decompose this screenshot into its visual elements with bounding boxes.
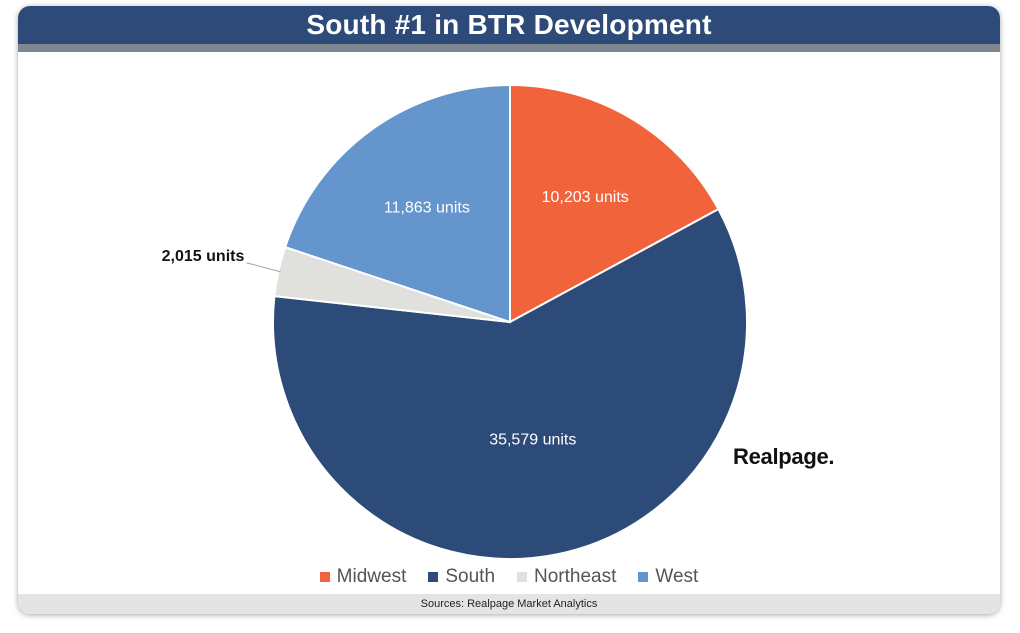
leader-line-northeast [246,262,281,273]
pie-slice-south [272,207,748,560]
legend-label-midwest: Midwest [336,566,407,587]
legend-label-northeast: Northeast [534,566,617,587]
legend-swatch-south [428,572,439,582]
realpage-logo: Realpage. [733,444,835,469]
pie-chart: 10,203 units 35,579 units 2,015 units 11,86… [162,83,748,560]
legend-swatch-west [638,572,649,582]
data-label-northeast: 2,015 units [162,248,245,265]
legend-swatch-midwest [319,572,330,582]
legend-swatch-northeast [517,572,528,582]
chart-title: South #1 in BTR Development [18,6,1000,44]
legend-label-west: West [655,566,699,587]
pie-slice-midwest [509,83,720,324]
chart-frame: South #1 in BTR Development 10,203 units… [18,6,1000,614]
legend-item-midwest: Midwest [319,566,407,588]
legend-item-northeast: Northeast [517,566,616,588]
legend-item-south: South [428,566,495,588]
data-label-west: 11,863 units [384,200,470,217]
pie-slice-west [283,83,511,324]
legend-label-south: South [445,566,496,587]
source-footer: Sources: Realpage Market Analytics [18,594,1000,614]
legend-item-west: West [638,566,698,588]
data-label-midwest: 10,203 units [542,189,629,206]
chart-legend: Midwest South Northeast West [18,566,1000,588]
data-label-south: 35,579 units [489,431,576,448]
title-underline-stripe [18,44,1000,52]
